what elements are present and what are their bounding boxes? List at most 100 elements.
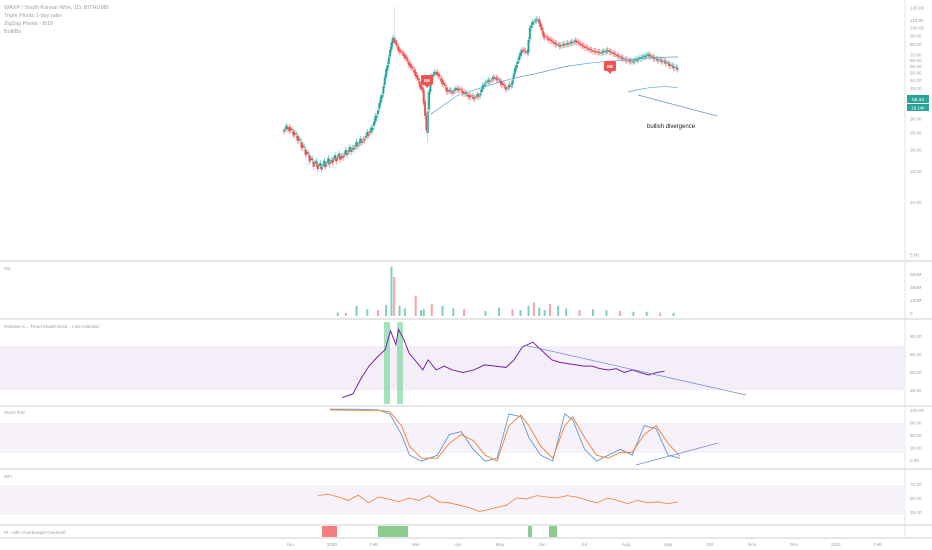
candle-body [416,74,419,79]
candle-body [414,71,417,76]
candle-body [398,49,401,52]
candles [283,6,679,173]
time-tick: Aug [622,542,631,547]
candle-body [663,60,666,62]
candle-body [352,147,355,150]
candle-body [549,39,552,41]
price-axis: 130.00 110.00 100.00 90.00 80.00 70.0065.0060… [910,5,924,257]
price-tick: 10.00 [910,200,922,205]
candle-body [468,95,471,98]
candle-body [647,53,650,56]
candle-body [397,46,400,51]
mfi-axis: 75.00 50.00 25.00 [910,482,922,515]
volume-axis: 500M 300M 100M 0 [910,272,922,316]
time-tick: Jun [286,542,294,547]
candle-body [531,21,534,25]
moving-average-line [430,56,678,115]
candle-body [563,44,566,46]
candle-body [339,156,342,160]
candle-body [651,56,654,57]
candle-body [360,141,363,144]
candle-body [324,164,327,168]
candle-body [457,88,460,91]
candle-body [428,91,431,110]
price-tick: 20.00 [910,147,922,152]
candle-body [371,127,374,130]
candle-body [653,57,656,59]
candle-body [383,77,386,86]
stoch-tick: 100.00 [910,408,924,413]
volume-bar [618,310,621,316]
candle-body [475,96,478,98]
volume-bar [532,302,535,316]
candle-body [364,136,367,138]
candle-body [285,125,288,129]
candle-body [553,41,556,44]
candle-body [660,60,663,62]
candle-body [299,139,302,141]
candle-body [379,96,382,104]
candle-body [523,50,526,52]
candle-body [602,50,605,52]
candle-body [661,60,664,62]
bottom-pane [322,526,557,537]
candle-body [323,160,326,166]
candle-body [479,93,482,96]
candle-body [493,78,496,79]
candle-body [463,91,466,95]
volume-bar [336,312,339,316]
candle-body [356,144,359,147]
candle-body [441,80,444,84]
candle-body [363,139,366,141]
candle-body [317,165,320,167]
candle-body [524,51,527,52]
rsi-tick: 80.00 [910,334,922,339]
candle-body [418,81,421,87]
candle-body [496,78,499,80]
candle-body [639,57,642,59]
price-tick: 65.00 [910,58,922,63]
candle-body [575,40,578,43]
candle-body [437,73,440,76]
candle-body [300,142,303,148]
candle-body [636,59,639,61]
volume-bar [366,309,369,316]
candle-body [566,43,569,45]
candle-body [645,55,648,57]
volume-bar [565,308,568,316]
candle-body [377,110,380,115]
rsi-tick: 35.00 [910,388,922,393]
header-line-3: ZigZag Pivots · 8/16 [4,21,53,27]
volume-bar [497,307,500,316]
volume-bar [605,310,608,316]
candle-body [618,56,621,57]
candle-body [589,49,592,51]
time-tick: Jun [538,542,546,547]
candle-body [335,158,338,162]
stoch-tick: 0.00 [910,458,919,463]
time-tick: Jul [581,542,587,547]
candle-body [628,60,631,62]
candle-body [667,63,670,64]
candle-body [659,59,662,61]
candle-body [331,159,334,163]
price-tick: 30.00 [910,117,922,122]
candle-body [395,43,398,46]
candle-body [348,146,351,151]
candle-body [362,139,365,141]
candle-body [648,54,651,57]
candle-body [440,78,443,82]
volume-bar [511,309,514,316]
candle-body [394,40,397,44]
volume-bar [543,310,546,316]
stoch-tick: 80.00 [910,421,922,426]
candle-body [334,155,337,159]
candle-body [558,44,561,47]
candle-body [283,129,285,132]
candle-body [665,62,668,64]
stoch-band [0,423,905,453]
candle-body [296,136,299,141]
rsi-axis: 80.00 65.00 50.00 35.00 [910,334,922,393]
candle-body [287,127,290,130]
countdown-value: 1d 14h [911,106,925,111]
